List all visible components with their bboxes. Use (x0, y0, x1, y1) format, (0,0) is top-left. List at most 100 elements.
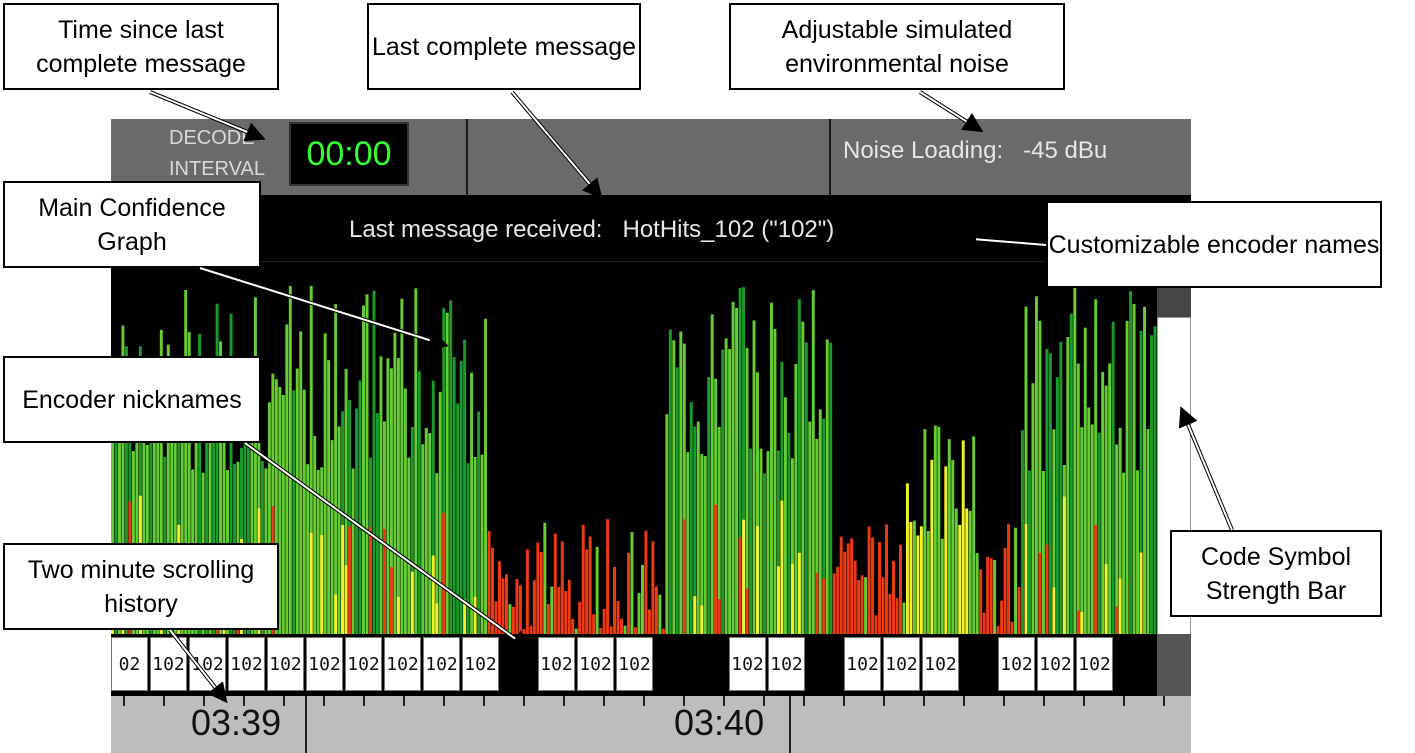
confidence-bar (1045, 348, 1049, 634)
confidence-bar (470, 372, 474, 634)
nickname-gap (501, 637, 538, 691)
confidence-bar (634, 627, 637, 634)
confidence-bar (1052, 429, 1056, 634)
confidence-bar (1055, 377, 1059, 634)
confidence-bar (149, 407, 153, 634)
timeline-tick (123, 696, 125, 706)
confidence-bar-overlay (1104, 563, 1108, 634)
confidence-bar (574, 628, 578, 634)
confidence-bar (156, 429, 160, 634)
confidence-bar (794, 363, 798, 634)
confidence-bar (365, 294, 369, 634)
encoder-nickname: 102 (1037, 637, 1074, 691)
confidence-bar-overlay (389, 567, 393, 634)
confidence-bar (731, 301, 735, 634)
confidence-bar (187, 332, 191, 634)
timeline-tick (763, 696, 765, 706)
confidence-bar (923, 429, 927, 634)
confidence-bar (438, 391, 442, 634)
confidence-bar (114, 377, 118, 634)
confidence-bar (375, 413, 379, 634)
confidence-bar (776, 450, 780, 634)
confidence-bar (1101, 371, 1105, 634)
confidence-bar (546, 603, 550, 634)
confidence-bar (173, 390, 177, 634)
confidence-bar (961, 440, 965, 634)
confidence-bar-overlay (442, 513, 446, 634)
confidence-bar-overlay (410, 571, 414, 634)
decode-interval-timer: 00:00 (289, 122, 409, 186)
confidence-bar (466, 463, 470, 634)
confidence-bar-overlay (341, 525, 345, 634)
confidence-bar-overlay (790, 563, 794, 634)
nickname-gap (655, 637, 692, 691)
confidence-bar (1021, 430, 1024, 634)
confidence-bar-overlay (1076, 610, 1080, 634)
timeline-tick (963, 696, 965, 706)
confidence-bar-overlay (776, 566, 780, 634)
confidence-bar (121, 325, 125, 634)
confidence-bar (892, 560, 895, 634)
noise-loading-label: Noise Loading: (843, 137, 1004, 164)
callout-customizable: Customizable encoder names (1046, 201, 1382, 288)
confidence-bar (403, 388, 407, 634)
confidence-bar (379, 356, 383, 634)
confidence-bar-overlay (1115, 606, 1119, 634)
confidence-bar (511, 606, 515, 634)
timeline-major-tick (789, 696, 791, 753)
confidence-bar (525, 549, 529, 634)
confidence-bar-overlay (396, 597, 400, 634)
confidence-bar (504, 574, 508, 634)
confidence-bar (944, 466, 948, 634)
confidence-bar (926, 531, 930, 634)
confidence-bar (421, 444, 425, 634)
confidence-bar (1076, 363, 1080, 634)
confidence-bar (571, 619, 575, 634)
confidence-bar (651, 541, 655, 634)
confidence-bar (487, 531, 491, 634)
timeline-tick (1123, 696, 1125, 706)
confidence-bar (912, 520, 916, 634)
decode-interval-label: DECODE INTERVAL (169, 123, 289, 185)
confidence-bar-overlay (822, 578, 826, 634)
decode-label-line1: DECODE (169, 127, 255, 149)
confidence-bar (1094, 299, 1098, 634)
confidence-bar (592, 614, 596, 634)
confidence-bar (919, 526, 923, 634)
confidence-bar-overlay (463, 599, 467, 634)
timeline-tick (923, 696, 925, 706)
encoder-nickname: 102 (150, 637, 187, 691)
confidence-bar (790, 458, 794, 634)
confidence-bar-overlay (700, 605, 704, 634)
encoder-nickname: 102 (384, 637, 421, 691)
encoder-nickname: 102 (538, 637, 575, 691)
confidence-bar (477, 411, 481, 634)
confidence-bar (480, 454, 484, 634)
confidence-bar-overlay (714, 504, 718, 634)
confidence-bar (177, 390, 181, 634)
confidence-bar (1115, 444, 1119, 634)
confidence-bar (484, 318, 488, 634)
confidence-bar (832, 573, 836, 634)
timeline-tick (1163, 696, 1165, 706)
noise-loading[interactable]: Noise Loading: -45 dBu (843, 137, 1107, 165)
confidence-bar-overlay (780, 500, 784, 634)
encoder-nickname: 102 (998, 637, 1035, 691)
confidence-bar (640, 564, 644, 634)
confidence-bar (595, 546, 599, 634)
confidence-bar-overlay (717, 599, 721, 634)
confidence-bar (184, 290, 188, 634)
scrolling-history-timeline[interactable]: 03:39 03:40 (111, 696, 1191, 753)
confidence-bar (539, 551, 543, 634)
confidence-bar-overlay (369, 527, 372, 634)
confidence-bar-overlay (745, 588, 749, 634)
confidence-bar (215, 303, 219, 634)
confidence-bar (1000, 600, 1004, 634)
confidence-bar-overlay (738, 537, 742, 634)
confidence-bar (1069, 313, 1073, 634)
confidence-bar (337, 426, 341, 634)
confidence-bar (707, 377, 711, 634)
confidence-bar-overlay (1038, 552, 1042, 634)
confidence-bar (693, 426, 697, 634)
confidence-bar (567, 579, 571, 634)
